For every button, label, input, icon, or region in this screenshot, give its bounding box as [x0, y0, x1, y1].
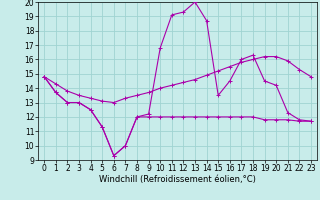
- X-axis label: Windchill (Refroidissement éolien,°C): Windchill (Refroidissement éolien,°C): [99, 175, 256, 184]
